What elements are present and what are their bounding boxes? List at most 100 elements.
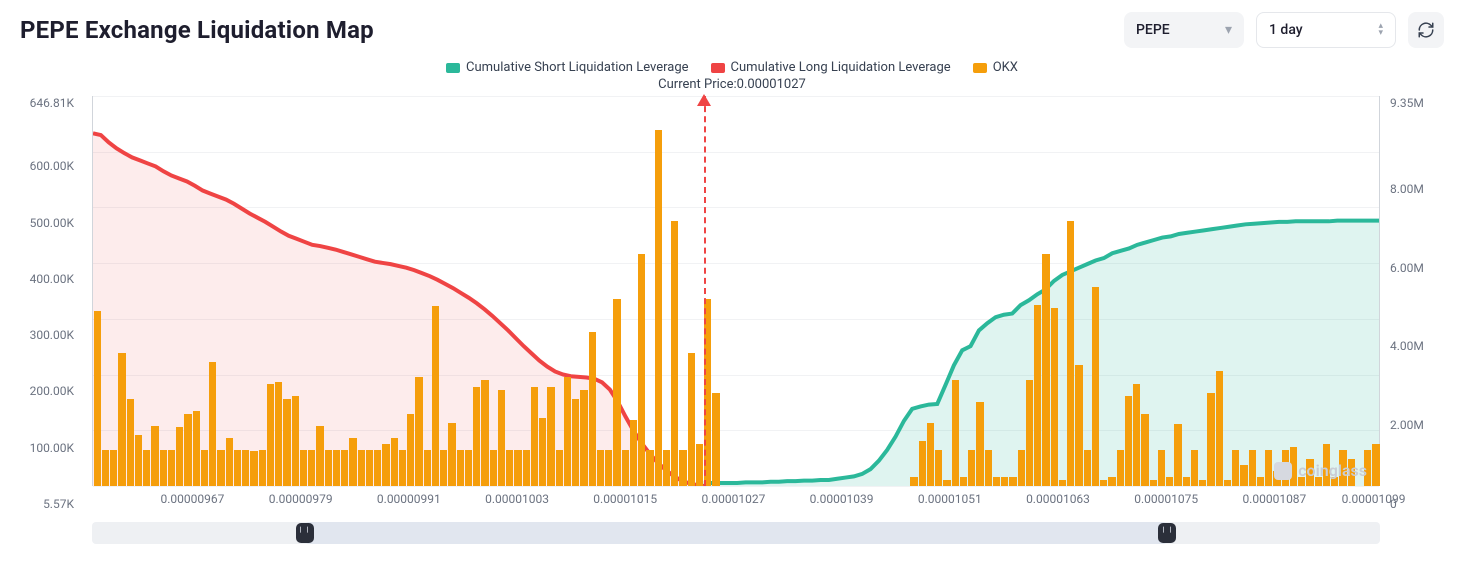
- scroll-handle-left[interactable]: ╵╵: [296, 523, 314, 543]
- y-left-tick: 300.00K: [20, 328, 74, 342]
- x-tick: 0.00001075: [1134, 492, 1198, 506]
- bar: [646, 450, 653, 486]
- bar: [968, 450, 975, 486]
- bar: [1282, 450, 1289, 486]
- page-title: PEPE Exchange Liquidation Map: [20, 16, 374, 44]
- bar: [1092, 287, 1099, 486]
- bar: [1207, 393, 1214, 486]
- y-left-tick: 5.57K: [20, 497, 74, 511]
- controls: PEPE ▾ 1 day ▴▾: [1124, 12, 1444, 48]
- current-price: Current Price:0.00001027: [20, 77, 1444, 92]
- bar: [267, 384, 274, 487]
- bar: [374, 450, 381, 486]
- bar: [671, 221, 678, 486]
- scroll-range[interactable]: [305, 522, 1168, 544]
- bar: [1183, 477, 1190, 486]
- bar: [448, 423, 455, 486]
- bar: [556, 450, 563, 486]
- bar: [523, 450, 530, 486]
- legend-bars-swatch: [973, 63, 987, 73]
- y-left-tick: 200.00K: [20, 384, 74, 398]
- bar: [910, 477, 917, 486]
- legend-long-label: Cumulative Long Liquidation Leverage: [731, 60, 951, 75]
- bar: [1240, 465, 1247, 486]
- legend-long[interactable]: Cumulative Long Liquidation Leverage: [711, 60, 951, 75]
- bar: [1257, 477, 1264, 486]
- bar: [1158, 450, 1165, 486]
- bar: [160, 450, 167, 486]
- bar: [688, 353, 695, 486]
- bar: [481, 380, 488, 486]
- bar: [184, 414, 191, 486]
- refresh-button[interactable]: [1408, 12, 1444, 48]
- topbar: PEPE Exchange Liquidation Map PEPE ▾ 1 d…: [20, 12, 1444, 48]
- bar: [1051, 308, 1058, 486]
- bar: [135, 435, 142, 486]
- x-tick: 0.00001027: [701, 492, 765, 506]
- scroll-handle-right[interactable]: ╵╵: [1158, 523, 1176, 543]
- legend-short[interactable]: Cumulative Short Liquidation Leverage: [446, 60, 689, 75]
- refresh-icon: [1417, 21, 1435, 39]
- bar: [1265, 450, 1272, 486]
- bar: [176, 427, 183, 486]
- bar: [572, 399, 579, 486]
- bar: [102, 450, 109, 486]
- bar: [1224, 480, 1231, 486]
- x-tick: 0.00001063: [1026, 492, 1090, 506]
- bar: [1364, 450, 1371, 486]
- x-tick: 0.00001003: [485, 492, 549, 506]
- bar: [605, 450, 612, 486]
- bar: [531, 387, 538, 486]
- y-axis-left: 646.81K600.00K500.00K400.00K300.00K200.0…: [20, 96, 80, 504]
- bar: [679, 450, 686, 486]
- bar: [1191, 450, 1198, 486]
- bar: [1133, 384, 1140, 487]
- y-left-tick: 100.00K: [20, 441, 74, 455]
- bar: [514, 450, 521, 486]
- bar: [457, 450, 464, 486]
- bar: [399, 450, 406, 486]
- bar: [919, 441, 926, 486]
- bar: [1059, 480, 1066, 486]
- bar: [415, 377, 422, 486]
- bar: [300, 450, 307, 486]
- bar: [465, 450, 472, 486]
- bar: [943, 480, 950, 486]
- bar: [275, 382, 282, 486]
- asset-select[interactable]: PEPE ▾: [1124, 12, 1244, 48]
- scroll-track[interactable]: ╵╵ ╵╵: [92, 522, 1380, 544]
- y-left-tick: 400.00K: [20, 272, 74, 286]
- bar: [1339, 450, 1346, 486]
- bar: [1249, 450, 1256, 486]
- y-axis-right: 9.35M8.00M6.00M4.00M2.00M0: [1384, 96, 1444, 504]
- range-select[interactable]: 1 day ▴▾: [1256, 12, 1396, 48]
- bar: [118, 353, 125, 486]
- bar: [201, 450, 208, 486]
- bar: [498, 390, 505, 486]
- bar: [1026, 380, 1033, 486]
- bar: [1034, 305, 1041, 486]
- bars: [93, 96, 1379, 486]
- legend-bars[interactable]: OKX: [973, 60, 1018, 75]
- bar: [1216, 371, 1223, 486]
- bar: [1331, 477, 1338, 486]
- bar: [1100, 480, 1107, 486]
- bar: [473, 387, 480, 486]
- plot-area[interactable]: coinglass: [92, 96, 1380, 486]
- bar: [630, 420, 637, 486]
- bar: [1174, 424, 1181, 486]
- bar: [341, 450, 348, 486]
- bar: [259, 450, 266, 486]
- bar: [226, 438, 233, 486]
- bar: [1001, 477, 1008, 486]
- bar: [935, 450, 942, 486]
- bar: [960, 477, 967, 486]
- bar: [143, 450, 150, 486]
- bar: [382, 444, 389, 486]
- bar: [1042, 254, 1049, 486]
- x-tick: 0.00001039: [810, 492, 874, 506]
- bar: [589, 332, 596, 486]
- bar: [250, 451, 257, 486]
- current-price-value: 0.00001027: [737, 77, 806, 92]
- bar: [696, 444, 703, 486]
